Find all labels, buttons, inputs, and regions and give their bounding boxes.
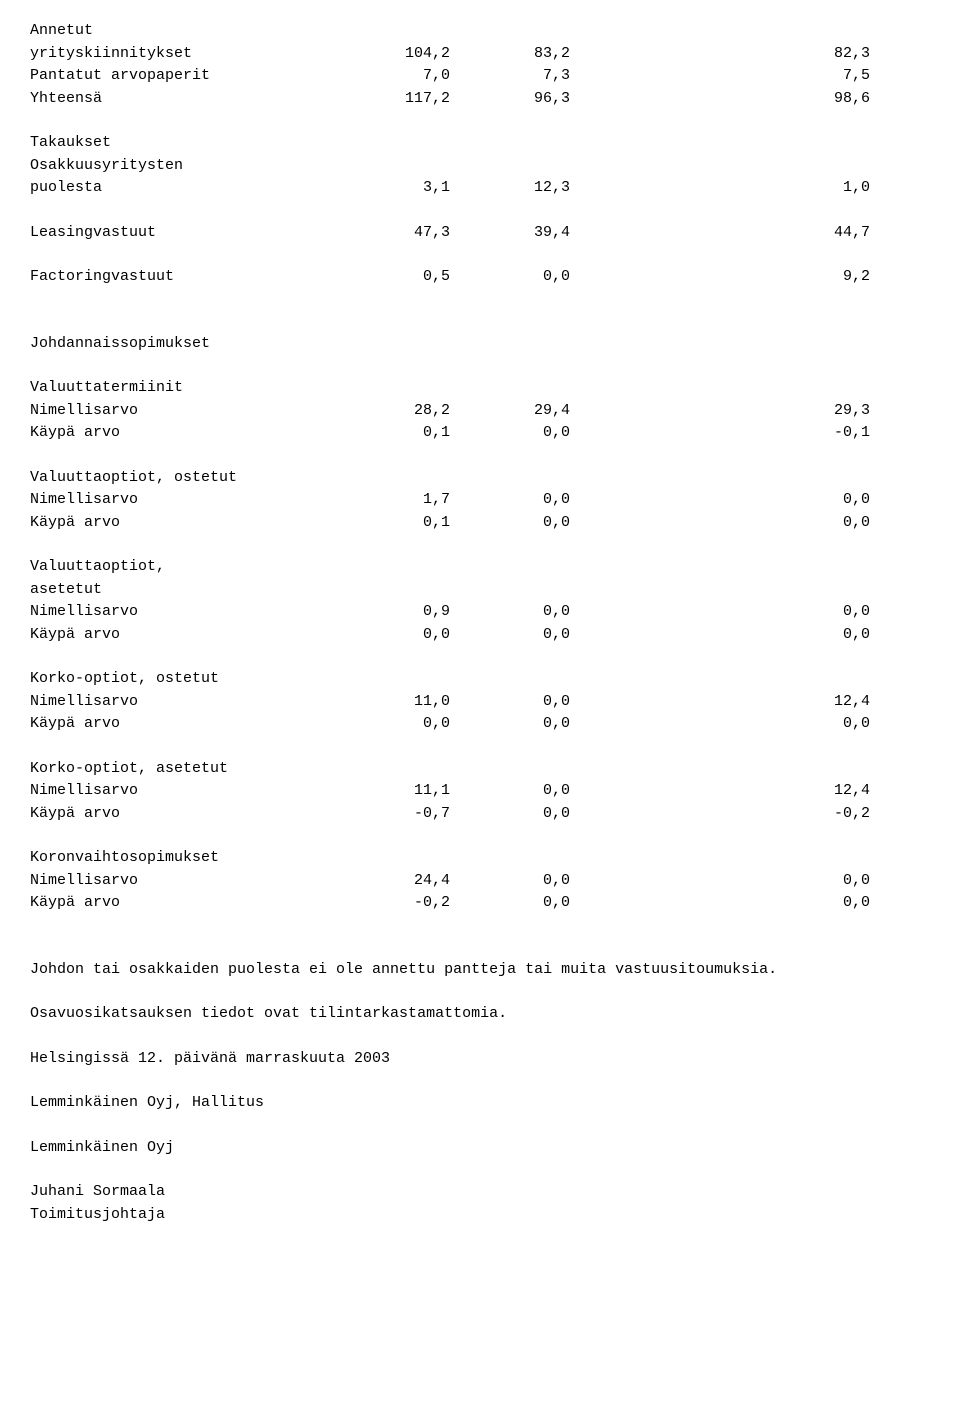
row-label: Käypä arvo — [30, 892, 350, 915]
cell: 12,4 — [590, 691, 880, 714]
cell: -0,2 — [350, 892, 470, 915]
cell: 0,0 — [590, 512, 880, 535]
row-label: Nimellisarvo — [30, 489, 350, 512]
cell: 0,0 — [470, 713, 590, 736]
row-label: Käypä arvo — [30, 512, 350, 535]
cell: 117,2 — [350, 88, 470, 111]
cell: 0,0 — [350, 713, 470, 736]
cell: 28,2 — [350, 400, 470, 423]
cell: 12,4 — [590, 780, 880, 803]
cell: 7,0 — [350, 65, 470, 88]
cell: 104,2 — [350, 43, 470, 66]
cell: 1,7 — [350, 489, 470, 512]
signature-block: Juhani Sormaala Toimitusjohtaja — [30, 1181, 930, 1226]
cell: -0,7 — [350, 803, 470, 826]
section-header: Valuuttaoptiot, — [30, 556, 350, 579]
cell: 0,0 — [590, 601, 880, 624]
cell: 0,0 — [470, 266, 590, 289]
row-label: Yhteensä — [30, 88, 350, 111]
row-label: Käypä arvo — [30, 624, 350, 647]
section-header: Takaukset — [30, 132, 350, 155]
cell: 47,3 — [350, 222, 470, 245]
cell: 0,0 — [590, 489, 880, 512]
cell: 0,5 — [350, 266, 470, 289]
cell: 0,0 — [470, 422, 590, 445]
cell: 0,1 — [350, 512, 470, 535]
cell: 24,4 — [350, 870, 470, 893]
signature-name: Juhani Sormaala — [30, 1181, 930, 1204]
section-header: Annetut — [30, 20, 350, 43]
cell: 98,6 — [590, 88, 880, 111]
section-header: Valuuttaoptiot, ostetut — [30, 467, 350, 490]
row-label: Käypä arvo — [30, 422, 350, 445]
cell: 0,0 — [470, 803, 590, 826]
row-label: Nimellisarvo — [30, 691, 350, 714]
row-label: Nimellisarvo — [30, 870, 350, 893]
section-header: Johdannaissopimukset — [30, 333, 350, 356]
cell: 82,3 — [590, 43, 880, 66]
row-label: Nimellisarvo — [30, 601, 350, 624]
section-header: Korko-optiot, ostetut — [30, 668, 350, 691]
cell: 0,0 — [470, 780, 590, 803]
cell: 7,3 — [470, 65, 590, 88]
row-label: Factoringvastuut — [30, 266, 350, 289]
cell: 11,1 — [350, 780, 470, 803]
section-header: asetetut — [30, 579, 350, 602]
cell: 0,9 — [350, 601, 470, 624]
cell: 0,0 — [470, 691, 590, 714]
cell: 83,2 — [470, 43, 590, 66]
cell: 0,0 — [350, 624, 470, 647]
section-header: Korko-optiot, asetetut — [30, 758, 350, 781]
paragraph-company: Lemminkäinen Oyj — [30, 1137, 930, 1160]
cell: 11,0 — [350, 691, 470, 714]
row-label: Käypä arvo — [30, 713, 350, 736]
cell: 29,3 — [590, 400, 880, 423]
cell: 0,0 — [470, 489, 590, 512]
financial-table: Annetut yrityskiinnitykset 104,2 83,2 82… — [30, 20, 930, 915]
cell: 39,4 — [470, 222, 590, 245]
section-header: Valuuttatermiinit — [30, 377, 350, 400]
row-label: Nimellisarvo — [30, 400, 350, 423]
row-label: Pantatut arvopaperit — [30, 65, 350, 88]
section-header: Koronvaihtosopimukset — [30, 847, 350, 870]
cell: -0,1 — [590, 422, 880, 445]
cell: 0,0 — [590, 892, 880, 915]
cell: 0,0 — [470, 624, 590, 647]
section-header: Osakkuusyritysten — [30, 155, 350, 178]
row-label: Käypä arvo — [30, 803, 350, 826]
cell: 12,3 — [470, 177, 590, 200]
cell: 29,4 — [470, 400, 590, 423]
cell: 0,1 — [350, 422, 470, 445]
row-label: Leasingvastuut — [30, 222, 350, 245]
row-label: puolesta — [30, 177, 350, 200]
cell: 0,0 — [590, 870, 880, 893]
cell: 1,0 — [590, 177, 880, 200]
cell: 0,0 — [590, 713, 880, 736]
cell: 7,5 — [590, 65, 880, 88]
cell: 0,0 — [470, 601, 590, 624]
cell: 96,3 — [470, 88, 590, 111]
cell: 0,0 — [590, 624, 880, 647]
cell: 0,0 — [470, 512, 590, 535]
row-label: yrityskiinnitykset — [30, 43, 350, 66]
paragraph-audit: Osavuosikatsauksen tiedot ovat tilintark… — [30, 1003, 930, 1026]
cell: -0,2 — [590, 803, 880, 826]
paragraph-date: Helsingissä 12. päivänä marraskuuta 2003 — [30, 1048, 930, 1071]
cell: 0,0 — [470, 870, 590, 893]
paragraph-disclaimer: Johdon tai osakkaiden puolesta ei ole an… — [30, 959, 930, 982]
cell: 44,7 — [590, 222, 880, 245]
cell: 3,1 — [350, 177, 470, 200]
row-label: Nimellisarvo — [30, 780, 350, 803]
paragraph-board: Lemminkäinen Oyj, Hallitus — [30, 1092, 930, 1115]
cell: 0,0 — [470, 892, 590, 915]
cell: 9,2 — [590, 266, 880, 289]
signature-title: Toimitusjohtaja — [30, 1204, 930, 1227]
